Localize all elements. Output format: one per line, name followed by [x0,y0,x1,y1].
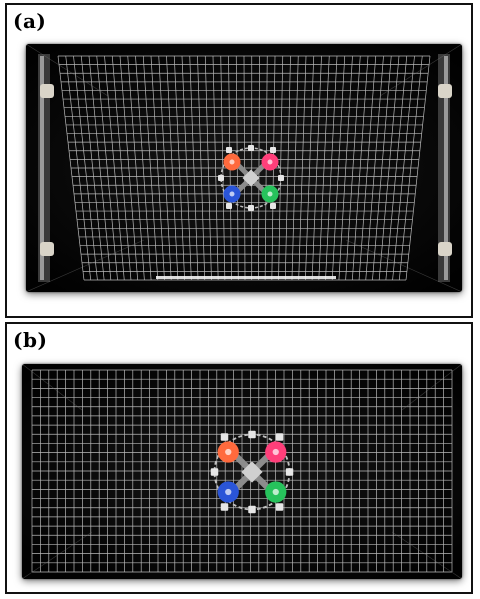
figure-panel-a: (a) [5,3,473,318]
photo-a [26,44,462,292]
wire-grid [31,369,453,573]
frame-rail-left [40,56,44,280]
robot [218,145,284,211]
light-strip [156,276,336,279]
frame-rail-right [444,56,448,280]
photo-b [22,364,462,579]
frame-bracket [438,242,452,256]
perspective-lines [22,364,462,579]
frame-bracket [40,84,54,98]
frame-bracket [438,84,452,98]
figure-panel-b: (b) [5,322,473,594]
robot [210,430,294,514]
photo-a-graphic [26,44,462,292]
frame-bracket [40,242,54,256]
panel-label-b: (b) [13,328,48,352]
panel-label-a: (a) [13,9,47,33]
photo-b-graphic [22,364,462,579]
perspective-lines [26,44,462,292]
